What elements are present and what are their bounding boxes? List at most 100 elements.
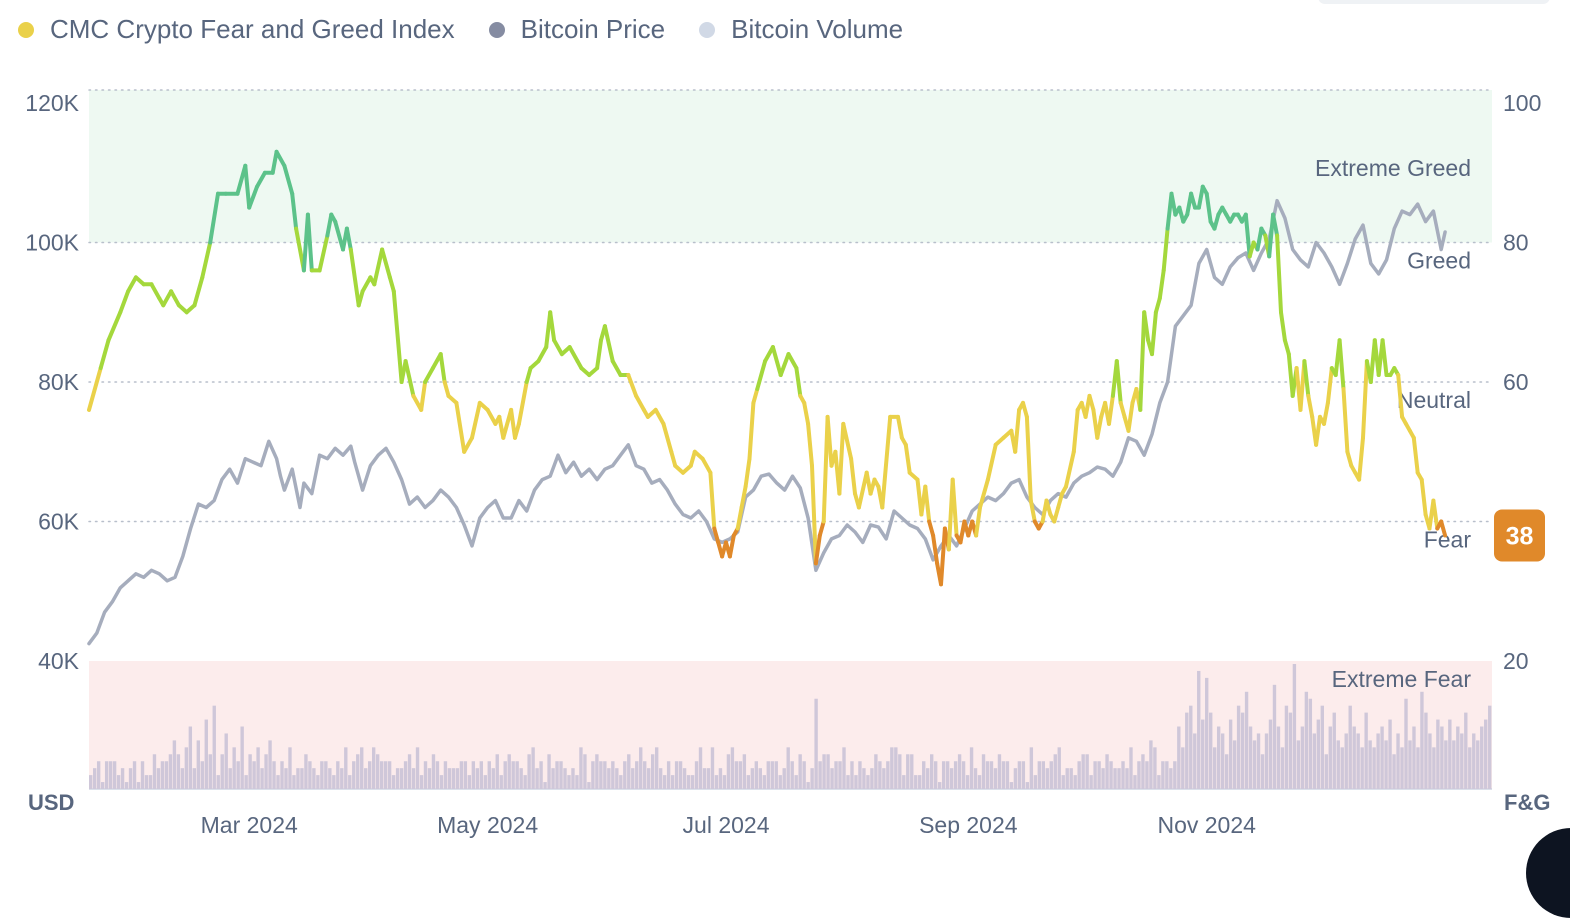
volume-bar-196	[870, 768, 874, 789]
legend-dot-bitcoin-volume	[699, 21, 716, 38]
fear-greed-segment-101	[735, 505, 744, 531]
volume-bar-188	[838, 761, 842, 789]
volume-bar-348	[1476, 740, 1480, 789]
volume-bar-350	[1484, 719, 1488, 789]
fear-greed-segment-3	[106, 310, 123, 343]
volume-bar-267	[1153, 747, 1157, 789]
volume-bar-274	[1181, 747, 1185, 789]
fear-greed-segment-264	[1431, 498, 1440, 531]
fear-greed-segment-236	[1322, 400, 1330, 426]
volume-bar-241	[1049, 761, 1053, 789]
volume-bar-306	[1308, 698, 1313, 789]
volume-bar-78	[399, 768, 404, 789]
fear-greed-segment-10	[161, 289, 174, 308]
legend-item-bitcoin-price[interactable]: Bitcoin Price	[488, 14, 665, 45]
volume-bar-98	[479, 761, 483, 789]
fear-greed-segment-118	[821, 414, 830, 524]
volume-bar-37	[236, 761, 240, 789]
volume-bar-202	[894, 747, 898, 789]
volume-bar-247	[1073, 775, 1077, 789]
fear-greed-segment-158	[1013, 407, 1022, 454]
volume-bar-301	[1288, 712, 1293, 789]
volume-bar-298	[1276, 726, 1281, 789]
volume-bar-55	[308, 761, 312, 789]
volume-bar-342	[1452, 740, 1456, 789]
fear-greed-segment-47	[403, 359, 416, 398]
top-control-pill[interactable]	[1318, 0, 1550, 4]
fear-greed-segment-27	[290, 191, 299, 231]
legend-item-fear-greed[interactable]: CMC Crypto Fear and Greed Index	[18, 14, 455, 45]
volume-bar-27	[196, 740, 201, 789]
volume-bar-118	[559, 761, 563, 789]
volume-bar-182	[814, 698, 818, 789]
volume-bar-164	[742, 754, 747, 789]
fear-greed-segment-73	[567, 345, 580, 364]
legend-item-bitcoin-volume[interactable]: Bitcoin Volume	[699, 14, 903, 45]
volume-bar-277	[1193, 733, 1197, 789]
volume-bar-129	[603, 761, 607, 789]
zone-label-0: Extreme Greed	[1315, 155, 1471, 181]
fear-greed-segment-70	[548, 310, 557, 343]
volume-bar-221	[969, 747, 974, 789]
volume-bar-133	[619, 775, 623, 789]
volume-bar-58	[320, 761, 324, 789]
volume-bar-21	[172, 740, 177, 789]
fear-greed-segment-52	[438, 352, 447, 384]
volume-bar-322	[1372, 747, 1376, 789]
fear-greed-segment-113	[802, 400, 811, 426]
volume-bar-315	[1344, 733, 1348, 789]
volume-bar-17	[156, 768, 161, 789]
volume-bar-71	[371, 747, 376, 789]
volume-bar-6	[112, 761, 117, 789]
fear-greed-segment-83	[634, 393, 646, 412]
zone-band-0	[89, 90, 1492, 243]
volume-bar-162	[734, 761, 739, 789]
volume-bar-145	[666, 761, 671, 789]
fear-greed-segment-197	[1169, 191, 1178, 217]
fear-greed-segment-190	[1142, 310, 1151, 343]
fear-greed-segment-44	[387, 275, 396, 294]
volume-bar-233	[1017, 761, 1022, 789]
volume-bar-130	[607, 768, 611, 789]
fear-greed-segment-4	[118, 289, 131, 315]
volume-bar-93	[459, 761, 464, 789]
fear-greed-segment-104	[747, 400, 756, 461]
volume-bar-151	[690, 775, 695, 789]
fear-greed-segment-94	[708, 470, 717, 531]
fear-greed-chart[interactable]: Extreme Greed Greed Neutral Fear Extreme Fea…	[0, 0, 1570, 844]
volume-bar-343	[1456, 726, 1460, 789]
fear-greed-segment-102	[739, 484, 748, 510]
volume-bar-167	[754, 761, 759, 789]
volume-bar-222	[973, 768, 978, 789]
left-axis-tick-2: 80K	[38, 369, 80, 395]
volume-bar-48	[280, 761, 284, 789]
fear-greed-segment-255	[1396, 373, 1405, 419]
volume-bar-123	[579, 747, 583, 789]
current-value-label: 38	[1506, 522, 1534, 550]
volume-bar-258	[1117, 768, 1121, 789]
fear-greed-segment-80	[610, 359, 623, 377]
fear-greed-segment-25	[274, 149, 287, 168]
volume-bar-292	[1252, 740, 1257, 789]
volume-bar-245	[1065, 768, 1069, 789]
volume-bar-149	[682, 768, 687, 789]
volume-bar-325	[1384, 740, 1388, 789]
volume-bar-172	[774, 761, 778, 789]
fear-greed-segment-91	[688, 449, 697, 468]
volume-bar-1	[92, 768, 97, 789]
fear-greed-segment-79	[602, 324, 615, 364]
volume-bar-224	[981, 754, 986, 789]
fear-greed-segment-21	[247, 184, 259, 210]
volume-bar-64	[344, 747, 348, 789]
volume-bar-217	[953, 761, 958, 789]
volume-bar-2	[96, 761, 101, 789]
volume-bar-305	[1304, 691, 1309, 789]
legend-label-fear-greed: CMC Crypto Fear and Greed Index	[50, 14, 455, 44]
volume-bar-66	[352, 761, 356, 789]
volume-bar-41	[252, 761, 256, 789]
volume-bar-331	[1408, 740, 1412, 789]
fear-greed-segment-141	[931, 533, 940, 566]
fear-greed-segment-261	[1419, 477, 1428, 517]
volume-bar-34	[224, 733, 228, 789]
volume-bar-49	[284, 768, 288, 789]
